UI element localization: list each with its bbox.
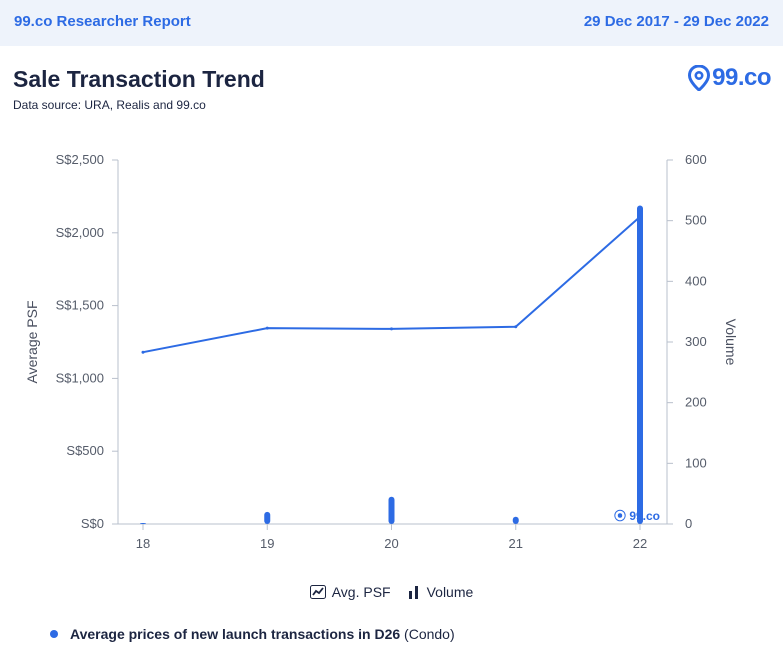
avg-psf-point — [514, 325, 518, 329]
left-tick-label: S$2,500 — [56, 152, 104, 167]
sale-transaction-chart: S$0 S$500 S$1,000 S$1,500 S$2,000 S$2,500 0 100… — [24, 152, 739, 551]
logo-text: 99.co — [712, 64, 771, 91]
bullet-dot-icon — [50, 630, 58, 638]
chart-watermark: ⦿ 99.co — [614, 508, 660, 523]
legend-psf-label: Avg. PSF — [331, 584, 391, 600]
left-tick-label: S$0 — [81, 516, 104, 531]
right-tick-label: 0 — [685, 516, 692, 531]
volume-bar — [388, 496, 395, 524]
x-tick-label: 18 — [136, 536, 150, 551]
chart-legend: Avg. PSF Volume — [0, 584, 783, 600]
right-tick-label: 100 — [685, 455, 707, 470]
right-tick-label: 500 — [685, 213, 707, 228]
x-tick-label: 22 — [633, 536, 647, 551]
right-tick-label: 300 — [685, 334, 707, 349]
x-tick-label: 19 — [260, 536, 274, 551]
left-tick-label: S$1,000 — [56, 370, 104, 385]
avg-psf-line — [142, 216, 641, 354]
right-tick-label: 600 — [685, 152, 707, 167]
volume-bar — [637, 205, 643, 524]
data-source: Data source: URA, Realis and 99.co — [13, 98, 206, 112]
avg-psf-point — [265, 326, 269, 330]
left-tick-label: S$500 — [66, 443, 104, 458]
right-tick-label: 400 — [685, 273, 707, 288]
volume-bar — [512, 516, 519, 524]
page-title: Sale Transaction Trend — [13, 66, 265, 92]
line-chart-icon — [309, 585, 326, 599]
report-header-bar: 99.co Researcher Report 29 Dec 2017 - 29… — [0, 0, 783, 46]
legend-volume-label: Volume — [426, 584, 474, 600]
right-axis-title: Volume — [723, 319, 739, 366]
right-tick-label: 200 — [685, 395, 707, 410]
footnote-main: Average prices of new launch transaction… — [70, 626, 401, 642]
avg-psf-point — [390, 327, 393, 331]
chart-footnote: Average prices of new launch transaction… — [50, 626, 455, 642]
volume-bar — [264, 511, 271, 524]
avg-psf-point — [141, 350, 145, 354]
volume-bar — [140, 523, 146, 524]
legend-item-psf[interactable]: Avg. PSF — [309, 584, 391, 600]
avg-psf-point — [638, 215, 642, 219]
left-tick-label: S$1,500 — [56, 298, 104, 313]
footnote-suffix: (Condo) — [400, 626, 455, 642]
report-label: 99.co Researcher Report — [14, 13, 191, 30]
x-tick-label: 21 — [509, 536, 523, 551]
location-pin-icon — [688, 65, 711, 91]
brand-logo: 99.co — [688, 64, 771, 92]
x-tick-label: 20 — [384, 536, 398, 551]
date-range: 29 Dec 2017 - 29 Dec 2022 — [583, 13, 769, 30]
left-axis-title: Average PSF — [24, 300, 40, 383]
legend-item-volume[interactable]: Volume — [407, 584, 474, 600]
left-tick-label: S$2,000 — [56, 225, 104, 240]
bar-chart-icon — [408, 586, 418, 599]
